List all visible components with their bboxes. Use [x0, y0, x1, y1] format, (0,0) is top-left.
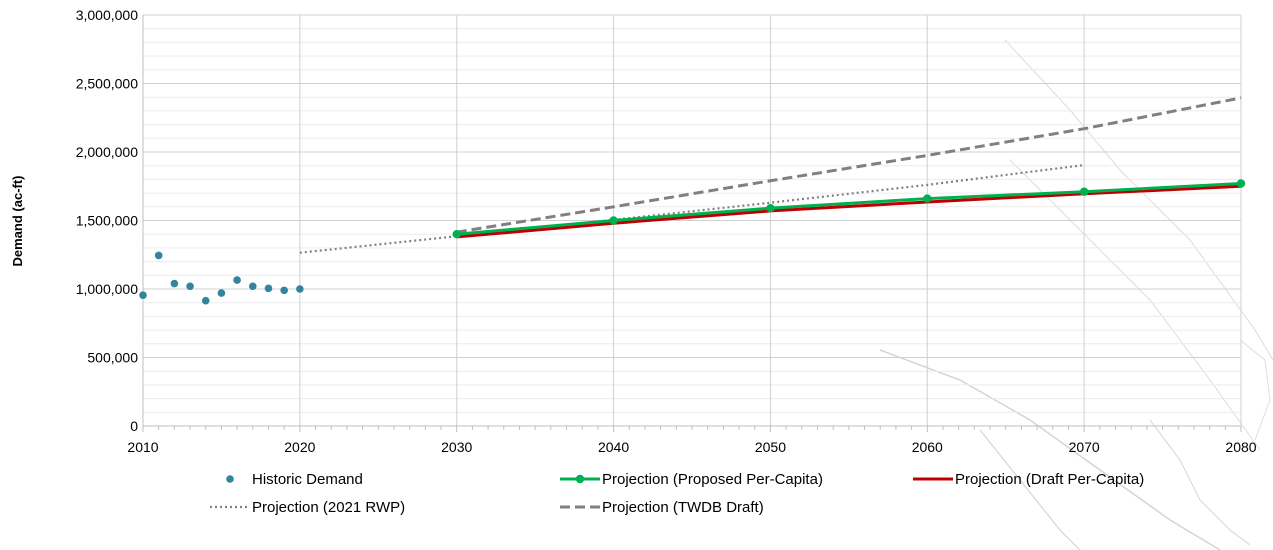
- historic-point: [170, 279, 179, 288]
- x-tick-label: 2030: [441, 439, 472, 455]
- map-line: [979, 429, 1081, 550]
- projection-point: [766, 203, 775, 213]
- x-tick-label: 2010: [127, 439, 158, 455]
- x-tick-label: 2040: [598, 439, 629, 455]
- historic-point: [217, 289, 226, 297]
- y-axis-label: Demand (ac-ft): [10, 175, 25, 266]
- projection-point: [1236, 179, 1246, 188]
- historic-point: [249, 282, 257, 291]
- axes: [142, 15, 1242, 432]
- historic-point: [201, 296, 210, 305]
- y-tick-label: 1,000,000: [76, 281, 138, 297]
- legend-item: Historic Demand: [226, 471, 363, 488]
- historic-point: [139, 291, 147, 299]
- data-series: [139, 96, 1246, 305]
- historic-point: [280, 286, 288, 295]
- legend: Historic Demand Projection (Proposed Per-…: [210, 471, 1144, 516]
- projection-point: [1079, 187, 1089, 196]
- map-line: [879, 349, 1221, 550]
- y-tick-label: 0: [130, 418, 138, 434]
- x-tick-label: 2070: [1069, 439, 1100, 455]
- legend-item: Projection (Draft Per-Capita): [913, 471, 1144, 488]
- series-line-1: [456, 182, 1242, 236]
- map-line: [1004, 39, 1273, 361]
- legend-label: Projection (Proposed Per-Capita): [602, 471, 823, 488]
- y-tick-label: 2,500,000: [76, 76, 138, 92]
- projection-point: [923, 194, 932, 203]
- y-tick-label: 3,000,000: [76, 7, 138, 23]
- x-tick-label: 2060: [912, 439, 943, 455]
- series-line-2: [456, 184, 1242, 239]
- series-line-3: [299, 163, 1085, 254]
- projection-point: [452, 230, 461, 239]
- historic-point: [233, 276, 241, 284]
- map-line: [1009, 159, 1261, 451]
- map-line: [1239, 339, 1271, 441]
- legend-item: Projection (Proposed Per-Capita): [560, 471, 823, 488]
- y-tick-labels: 0 500,000 1,000,000 1,500,000 2,000,000 2,500…: [76, 7, 139, 434]
- series-line-4: [456, 96, 1242, 234]
- legend-marker: [226, 475, 234, 483]
- projection-point: [609, 216, 618, 225]
- y-tick-label: 500,000: [87, 350, 138, 366]
- historic-point: [296, 285, 304, 293]
- x-tick-label: 2020: [284, 439, 315, 455]
- legend-label: Historic Demand: [252, 471, 363, 488]
- minor-gridlines: [143, 28, 1241, 413]
- legend-item: Projection (2021 RWP): [210, 499, 405, 516]
- historic-point: [186, 282, 194, 291]
- legend-label: Projection (Draft Per-Capita): [955, 471, 1144, 488]
- major-gridlines: [143, 14, 1242, 426]
- x-tick-label: 2080: [1225, 439, 1256, 455]
- x-tick-labels: 2010 2020 2030 2040 2050 2060 2070 2080: [127, 439, 1256, 455]
- x-tick-label: 2050: [755, 439, 786, 455]
- legend-marker: [575, 474, 585, 484]
- map-line: [1149, 419, 1251, 546]
- y-tick-label: 1,500,000: [76, 213, 138, 229]
- legend-item: Projection (TWDB Draft): [560, 499, 764, 516]
- legend-label: Projection (TWDB Draft): [602, 499, 764, 516]
- historic-point: [154, 251, 163, 260]
- legend-label: Projection (2021 RWP): [252, 499, 405, 516]
- y-tick-label: 2,000,000: [76, 144, 138, 160]
- historic-point: [264, 284, 273, 293]
